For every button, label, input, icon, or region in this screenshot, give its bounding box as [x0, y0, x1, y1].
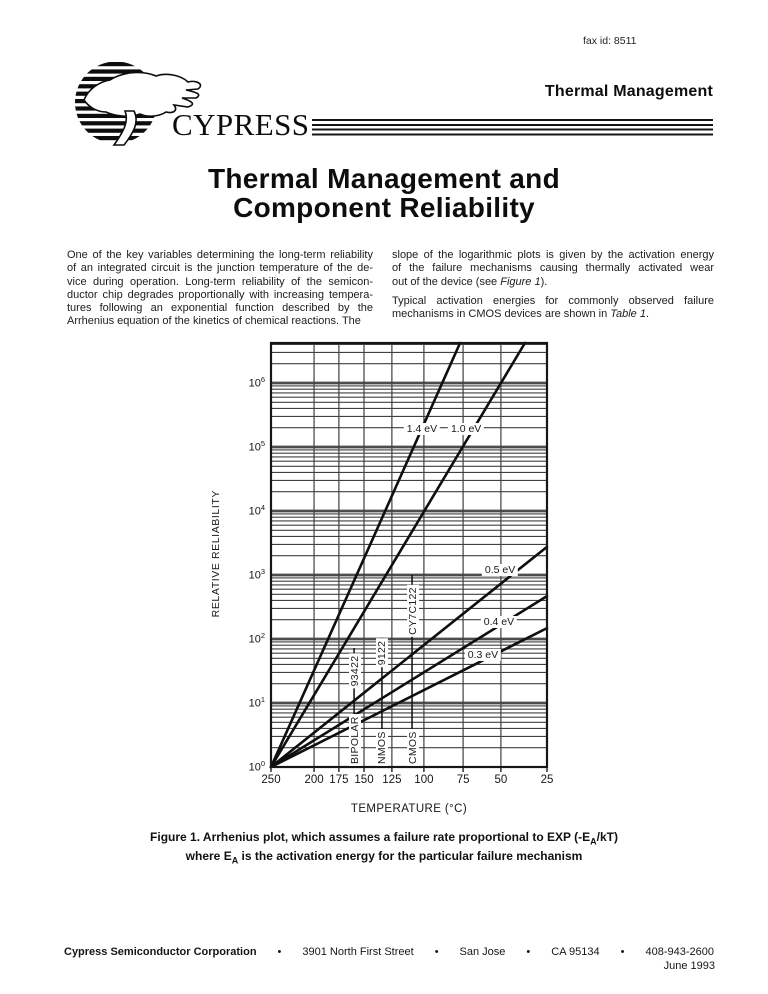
- y-tick-label-10e1: 101: [248, 695, 265, 710]
- x-axis-title: TEMPERATURE (°C): [350, 803, 468, 815]
- table-reference: Table 1: [610, 308, 646, 321]
- body-line: mechanisms in CMOS devices are shown in …: [392, 308, 714, 321]
- bullet-separator: •: [526, 946, 531, 958]
- figure-caption-line1: Figure 1. Arrhenius plot, which assumes …: [0, 830, 768, 849]
- ev-line-0-5-ev: [269, 545, 549, 769]
- page-title-line1: Thermal Management and: [207, 163, 560, 194]
- caption-text: where E: [185, 848, 232, 863]
- footer-address: 3901 North First Street: [302, 946, 414, 958]
- caption-text: /kT): [596, 830, 618, 844]
- tech-label-cmos: CMOS: [406, 729, 419, 766]
- part-label-cy7c122: CY7C122: [406, 585, 419, 637]
- brand-wordmark: CYPRESS: [172, 107, 310, 142]
- x-tick-label-150: 150: [354, 774, 374, 786]
- body-column-right: slope of the logarithmic plots is given …: [392, 249, 714, 321]
- plot-border: [269, 341, 549, 769]
- body-line: out of the device (see Figure 1).: [392, 276, 714, 289]
- body-text: out of the device (see: [392, 275, 501, 288]
- x-tick-label-100: 100: [414, 774, 434, 786]
- ev-line-1-0-ev: [269, 341, 527, 769]
- caption-text: Figure 1. Arrhenius plot, which assumes …: [150, 830, 591, 844]
- header-rule-lines: [312, 119, 713, 136]
- ev-line-1-4-ev: [269, 341, 462, 769]
- figure-reference: Figure 1: [500, 275, 541, 288]
- footer-phone: 408-943-2600: [645, 946, 714, 958]
- body-text: .: [645, 308, 649, 321]
- x-tick-label-250: 250: [261, 774, 281, 786]
- footer-company: Cypress Semiconductor Corporation: [64, 946, 257, 958]
- part-label-9122: 9122: [376, 638, 389, 668]
- x-tick-label-175: 175: [329, 774, 349, 786]
- footer-date: June 1993: [663, 960, 715, 972]
- caption-subscript: A: [590, 836, 597, 847]
- bullet-separator: •: [277, 946, 282, 958]
- caption-subscript: A: [231, 855, 239, 866]
- caption-text: is the activation energy for the particu…: [238, 848, 583, 863]
- body-text: mechanisms in CMOS devices are shown in: [392, 308, 611, 321]
- y-axis-title: RELATIVE RELIABILITY: [210, 490, 222, 618]
- x-tick-label-75: 75: [456, 774, 470, 786]
- body-line: of an integrated circuit is the junction…: [67, 262, 373, 275]
- part-label-93422: 93422: [348, 653, 361, 689]
- tech-label-bipolar: BIPOLAR: [348, 714, 361, 766]
- y-tick-label-10e3: 103: [248, 567, 265, 582]
- x-tick-label-50: 50: [494, 774, 508, 786]
- body-line: vice during operation. Long-term reliabi…: [67, 275, 373, 288]
- label-0-3-ev: 0.3 eV: [464, 649, 502, 661]
- doc-category-title: Thermal Management: [544, 83, 713, 100]
- cypress-logo: CYPRESS: [75, 62, 310, 146]
- body-text: ).: [540, 275, 548, 288]
- bullet-separator: •: [434, 946, 439, 958]
- figure-caption: Figure 1. Arrhenius plot, which assumes …: [0, 830, 768, 868]
- body-line: Arrhenius equation of the kinetics of ch…: [67, 315, 361, 328]
- label-1-4-ev: 1.4 eV: [403, 423, 441, 436]
- label-1-0-ev: 1.0 eV: [447, 423, 485, 436]
- body-line: Typical activation energies for commonly…: [392, 294, 714, 307]
- footer-city: San Jose: [459, 946, 506, 958]
- y-tick-label-10e5: 105: [248, 439, 265, 454]
- y-tick-label-10e0: 100: [248, 759, 265, 774]
- chart-plot-area: [269, 341, 549, 772]
- y-tick-label-10e2: 102: [248, 631, 265, 646]
- body-line: ductor chip degrades proportionally with…: [67, 288, 373, 301]
- label-0-4-ev: 0.4 eV: [480, 615, 518, 628]
- trunk-shape: [112, 110, 137, 146]
- body-line: tures following an exponential function …: [67, 302, 373, 315]
- tech-label-nmos: NMOS: [376, 729, 389, 766]
- x-tick-label-125: 125: [382, 774, 402, 786]
- body-line: One of the key variables determining the…: [67, 249, 373, 261]
- body-column-left: One of the key variables determining the…: [67, 249, 373, 329]
- x-tick-label-25: 25: [540, 774, 554, 786]
- body-line: of the failure mechanisms causing therma…: [392, 262, 714, 275]
- footer-address-line: Cypress Semiconductor Corporation • 3901…: [64, 946, 714, 958]
- x-tick-label-200: 200: [304, 774, 324, 786]
- page-title-line2: Component Reliability: [233, 192, 535, 223]
- body-line: slope of the logarithmic plots is given …: [392, 249, 714, 261]
- y-tick-label-10e6: 106: [248, 375, 265, 390]
- label-0-5-ev: 0.5 eV: [481, 563, 519, 576]
- bullet-separator: •: [620, 946, 625, 958]
- fax-id-text: fax id: 8511: [583, 35, 637, 47]
- figure-caption-line2: where EA is the activation energy for th…: [0, 849, 768, 868]
- footer-state-zip: CA 95134: [551, 946, 600, 958]
- page-title: Thermal Management and Component Reliabi…: [0, 164, 768, 222]
- y-tick-label-10e4: 104: [248, 503, 265, 518]
